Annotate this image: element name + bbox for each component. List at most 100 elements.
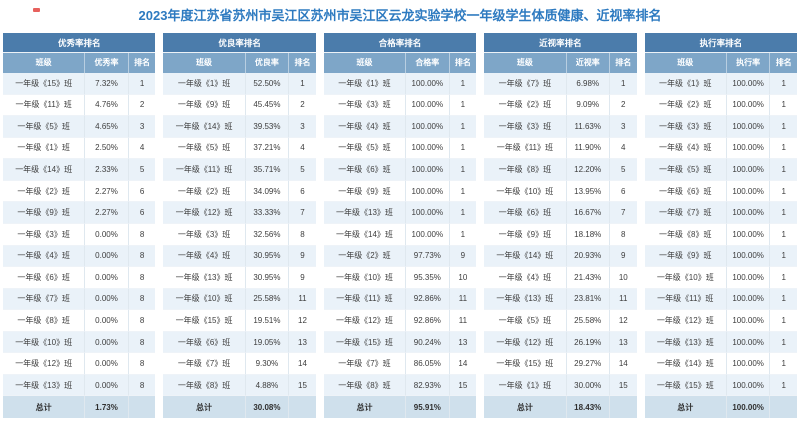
class-cell: 一年级《7》班 <box>163 353 246 375</box>
table-title: 执行率排名 <box>644 33 798 53</box>
table-row: 一年级《9》班 18.18% 8 <box>484 223 637 246</box>
rank-cell: 8 <box>128 246 156 268</box>
column-header-class: 班级 <box>3 53 86 73</box>
total-value: 95.91% <box>406 396 450 418</box>
total-rank-empty <box>129 396 156 418</box>
rank-cell: 15 <box>289 375 316 397</box>
rank-cell: 13 <box>609 332 637 354</box>
total-rank-empty <box>289 396 316 418</box>
class-cell: 一年级《2》班 <box>484 94 567 117</box>
class-cell: 一年级《8》班 <box>484 159 567 181</box>
rate-cell: 32.56% <box>245 223 290 246</box>
rank-cell: 2 <box>128 95 156 117</box>
column-header-class: 班级 <box>484 53 567 73</box>
class-cell: 一年级《11》班 <box>3 94 86 117</box>
class-cell: 一年级《11》班 <box>323 288 407 311</box>
class-cell: 一年级《12》班 <box>644 310 727 332</box>
table-row: 一年级《10》班 100.00% 1 <box>644 267 798 289</box>
table-row: 一年级《10》班 13.95% 6 <box>484 180 637 203</box>
rate-cell: 100.00% <box>726 73 771 95</box>
rate-cell: 100.00% <box>726 245 771 268</box>
class-cell: 一年级《4》班 <box>323 116 407 138</box>
rank-cell: 15 <box>449 375 477 397</box>
rate-cell: 12.20% <box>566 159 610 181</box>
table-row: 一年级《7》班 86.05% 14 <box>323 353 477 375</box>
table-row: 一年级《6》班 100.00% 1 <box>323 159 477 181</box>
total-label: 总计 <box>163 396 246 418</box>
table-row: 一年级《7》班 100.00% 1 <box>644 202 798 224</box>
table-row: 一年级《1》班 100.00% 1 <box>644 73 798 95</box>
rate-cell: 19.51% <box>245 310 290 332</box>
total-value: 18.43% <box>567 396 610 418</box>
class-cell: 一年级《6》班 <box>3 267 86 289</box>
rank-cell: 5 <box>289 159 316 181</box>
table-row: 一年级《5》班 37.21% 4 <box>163 137 316 160</box>
rank-cell: 8 <box>128 375 156 397</box>
rank-cell: 8 <box>128 289 156 311</box>
rank-cell: 8 <box>128 224 156 246</box>
rate-cell: 100.00% <box>406 73 450 95</box>
class-cell: 一年级《4》班 <box>644 137 727 160</box>
rank-cell: 1 <box>770 332 798 354</box>
table-title: 合格率排名 <box>323 33 477 53</box>
class-cell: 一年级《9》班 <box>644 245 727 268</box>
rank-cell: 11 <box>449 289 477 311</box>
table-row: 一年级《8》班 4.88% 15 <box>163 374 316 397</box>
rank-cell: 4 <box>128 138 156 160</box>
table-header-row: 班级 优秀率 排名 <box>3 53 156 73</box>
rate-cell: 13.95% <box>566 180 610 203</box>
table-row: 一年级《10》班 95.35% 10 <box>323 267 477 289</box>
class-cell: 一年级《5》班 <box>163 137 246 160</box>
rate-cell: 37.21% <box>245 137 290 160</box>
class-cell: 一年级《14》班 <box>163 116 246 138</box>
rate-cell: 100.00% <box>726 353 771 375</box>
class-cell: 一年级《3》班 <box>323 94 407 117</box>
class-cell: 一年级《12》班 <box>323 310 407 332</box>
rank-cell: 2 <box>609 95 637 117</box>
rank-cell: 9 <box>289 246 316 268</box>
table-row: 一年级《15》班 100.00% 1 <box>644 374 798 397</box>
rank-cell: 7 <box>289 202 316 224</box>
table-row: 一年级《5》班 100.00% 1 <box>644 159 798 181</box>
rate-cell: 9.09% <box>566 94 610 117</box>
rank-cell: 1 <box>770 224 798 246</box>
rate-cell: 52.50% <box>245 73 290 95</box>
rate-cell: 100.00% <box>726 202 771 224</box>
rate-cell: 100.00% <box>726 223 771 246</box>
rate-cell: 100.00% <box>406 223 450 246</box>
table-row: 一年级《5》班 100.00% 1 <box>323 137 477 160</box>
table-row: 一年级《15》班 19.51% 12 <box>163 310 316 332</box>
rate-cell: 0.00% <box>85 245 129 268</box>
table-row: 一年级《14》班 39.53% 3 <box>163 116 316 138</box>
rank-cell: 1 <box>770 310 798 332</box>
table-row: 一年级《12》班 100.00% 1 <box>644 310 798 332</box>
rank-cell: 1 <box>128 73 156 95</box>
table-row: 一年级《11》班 92.86% 11 <box>323 288 477 311</box>
class-cell: 一年级《15》班 <box>3 73 86 95</box>
rate-cell: 26.19% <box>566 331 610 354</box>
rate-cell: 16.67% <box>566 202 610 224</box>
rate-cell: 2.33% <box>85 159 129 181</box>
rate-cell: 100.00% <box>406 159 450 181</box>
rate-cell: 92.86% <box>406 310 450 332</box>
rank-cell: 8 <box>128 353 156 375</box>
column-header-rate: 执行率 <box>727 53 771 73</box>
total-value: 1.73% <box>85 396 129 418</box>
class-cell: 一年级《8》班 <box>644 223 727 246</box>
rate-cell: 30.95% <box>245 267 290 289</box>
rank-cell: 8 <box>128 310 156 332</box>
class-cell: 一年级《5》班 <box>484 310 567 332</box>
table-row: 一年级《6》班 19.05% 13 <box>163 331 316 354</box>
rate-cell: 0.00% <box>85 223 129 246</box>
table-row: 一年级《14》班 100.00% 1 <box>644 353 798 375</box>
table-row: 一年级《2》班 97.73% 9 <box>323 245 477 268</box>
table-row: 一年级《12》班 0.00% 8 <box>3 353 156 375</box>
total-rank-empty <box>770 396 797 418</box>
rank-cell: 12 <box>289 310 316 332</box>
rank-cell: 1 <box>289 73 316 95</box>
table-row: 一年级《9》班 100.00% 1 <box>644 245 798 268</box>
class-cell: 一年级《6》班 <box>163 331 246 354</box>
rate-cell: 9.30% <box>245 353 290 375</box>
table-body: 一年级《1》班 52.50% 1 一年级《9》班 45.45% 2 一年级《14》班 39.5… <box>163 73 316 418</box>
rank-cell: 9 <box>609 246 637 268</box>
